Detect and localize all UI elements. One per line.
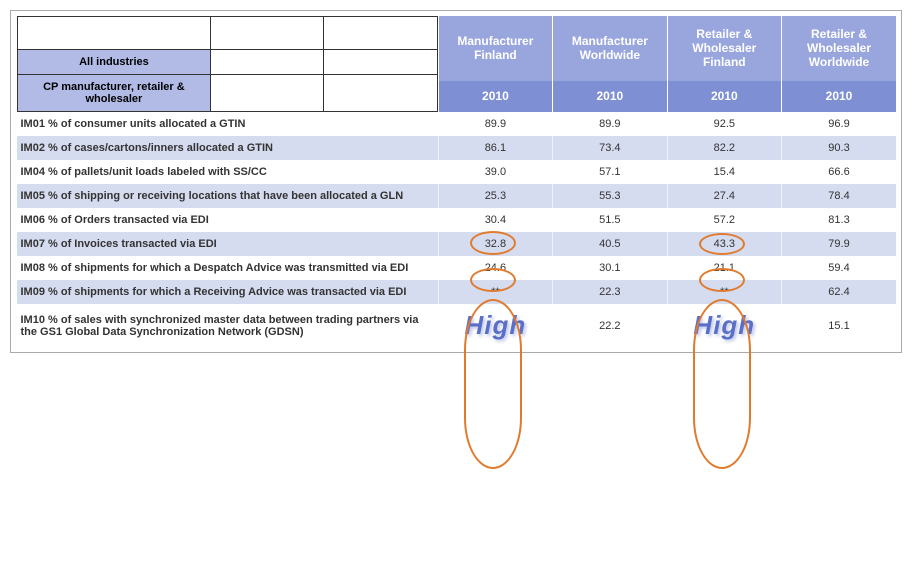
- mini-header-revenue: Revenue in m US$: [324, 17, 437, 50]
- row-value: 43.3: [667, 232, 781, 256]
- row-value: 66.6: [782, 160, 896, 184]
- row-value: 89.9: [553, 112, 667, 136]
- mini-row2-rev: 3,230: [324, 75, 437, 112]
- high-annotation: High: [693, 310, 755, 340]
- row-value: 73.4: [553, 136, 667, 160]
- mini-row1-rev: 4,619: [324, 50, 437, 75]
- table-row: IM09 % of shipments for which a Receivin…: [17, 280, 897, 304]
- row-value: 57.2: [667, 208, 781, 232]
- row-value: 32.8: [438, 232, 552, 256]
- row-value: 59.4: [782, 256, 896, 280]
- top-left-mini-table-cell: Number of KPI scorecards Revenue in m US…: [17, 16, 439, 112]
- row-value: 92.5: [667, 112, 781, 136]
- row-value: **: [667, 280, 781, 304]
- row-value: 24.6: [438, 256, 552, 280]
- year-c4: 2010: [782, 81, 896, 112]
- row-label: IM09 % of shipments for which a Receivin…: [17, 280, 439, 304]
- table-row: IM06 % of Orders transacted via EDI30.45…: [17, 208, 897, 232]
- row-value: 15.4: [667, 160, 781, 184]
- mini-row2-kpi: 178: [210, 75, 323, 112]
- table-row: IM02 % of cases/cartons/inners allocated…: [17, 136, 897, 160]
- header-manufacturer-worldwide: Manufacturer Worldwide: [553, 16, 667, 81]
- year-c2: 2010: [553, 81, 667, 112]
- mini-row1-label: All industries: [18, 50, 211, 75]
- row-value: 27.4: [667, 184, 781, 208]
- row-label: IM07 % of Invoices transacted via EDI: [17, 232, 439, 256]
- row-label: IM08 % of shipments for which a Despatch…: [17, 256, 439, 280]
- row-value: 82.2: [667, 136, 781, 160]
- row-value: 89.9: [438, 112, 552, 136]
- row-value: 55.3: [553, 184, 667, 208]
- year-c3: 2010: [667, 81, 781, 112]
- header-retailer-finland: Retailer & Wholesaler Finland: [667, 16, 781, 81]
- table-row: IM08 % of shipments for which a Despatch…: [17, 256, 897, 280]
- row-value: 51.5: [553, 208, 667, 232]
- row-label: IM01 % of consumer units allocated a GTI…: [17, 112, 439, 136]
- row-value: 22.2: [553, 304, 667, 347]
- row-value: 57.1: [553, 160, 667, 184]
- report-container: Number of KPI scorecards Revenue in m US…: [10, 10, 902, 353]
- summary-mini-table: Number of KPI scorecards Revenue in m US…: [17, 16, 438, 112]
- row-label: IM04 % of pallets/unit loads labeled wit…: [17, 160, 439, 184]
- year-c1: 2010: [438, 81, 552, 112]
- row-value: 39.0: [438, 160, 552, 184]
- row-value: 96.9: [782, 112, 896, 136]
- mini-blank: [18, 17, 211, 50]
- row-value: 40.5: [553, 232, 667, 256]
- row-label: IM06 % of Orders transacted via EDI: [17, 208, 439, 232]
- table-row: IM04 % of pallets/unit loads labeled wit…: [17, 160, 897, 184]
- mini-header-kpi: Number of KPI scorecards: [210, 17, 323, 50]
- row-value: **: [438, 280, 552, 304]
- row-value: 81.3: [782, 208, 896, 232]
- row-value: 30.1: [553, 256, 667, 280]
- row-label: IM05 % of shipping or receiving location…: [17, 184, 439, 208]
- header-manufacturer-finland: Manufacturer Finland: [438, 16, 552, 81]
- row-value: 15.1: [782, 304, 896, 347]
- high-annotation: High: [465, 310, 527, 340]
- main-kpi-table: Number of KPI scorecards Revenue in m US…: [16, 16, 896, 347]
- table-row: IM01 % of consumer units allocated a GTI…: [17, 112, 897, 136]
- table-row: IM07 % of Invoices transacted via EDI32.…: [17, 232, 897, 256]
- row-value: 90.3: [782, 136, 896, 160]
- row-value: 21.1: [667, 256, 781, 280]
- row-value: 25.3: [438, 184, 552, 208]
- row-value: 30.4: [438, 208, 552, 232]
- row-value: High: [667, 304, 781, 347]
- row-value: High: [438, 304, 552, 347]
- mini-row2-label: CP manufacturer, retailer & wholesaler: [18, 75, 211, 112]
- header-retailer-worldwide: Retailer & Wholesaler Worldwide: [782, 16, 896, 81]
- row-label: IM10 % of sales with synchronized master…: [17, 304, 439, 347]
- kpi-rows: IM01 % of consumer units allocated a GTI…: [17, 112, 897, 347]
- row-label: IM02 % of cases/cartons/inners allocated…: [17, 136, 439, 160]
- row-value: 22.3: [553, 280, 667, 304]
- row-value: 79.9: [782, 232, 896, 256]
- mini-row1-kpi: 216: [210, 50, 323, 75]
- row-value: 62.4: [782, 280, 896, 304]
- table-row: IM05 % of shipping or receiving location…: [17, 184, 897, 208]
- table-row: IM10 % of sales with synchronized master…: [17, 304, 897, 347]
- row-value: 86.1: [438, 136, 552, 160]
- row-value: 78.4: [782, 184, 896, 208]
